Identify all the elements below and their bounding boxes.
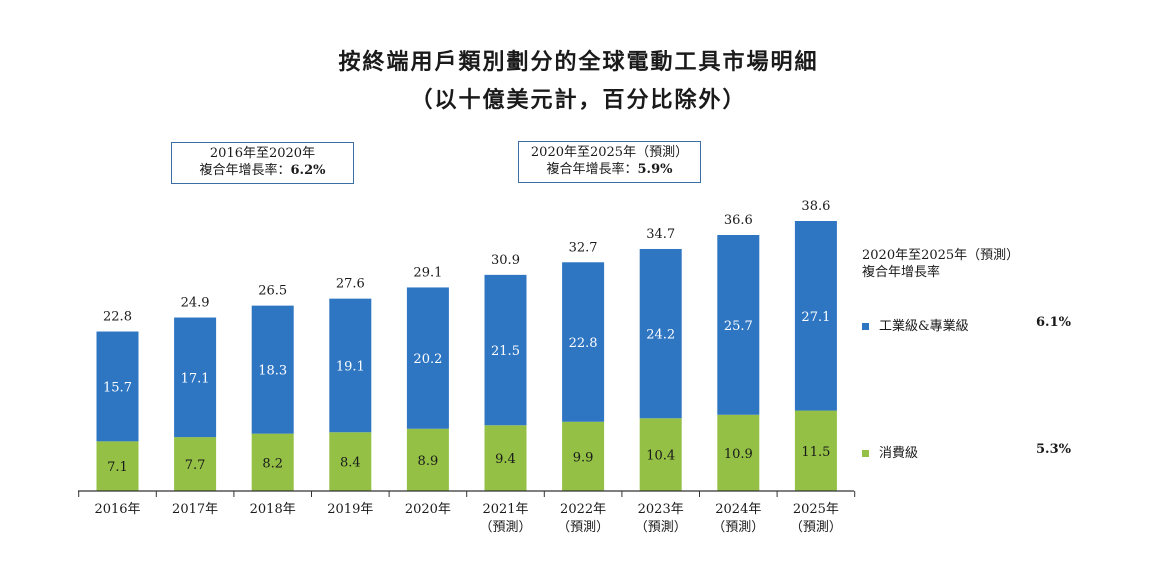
x-tick-label: 2022年 bbox=[560, 502, 606, 517]
x-tick-sublabel: （預測） bbox=[790, 520, 842, 535]
data-label-total: 22.8 bbox=[103, 310, 132, 325]
data-label-industrial: 21.5 bbox=[491, 344, 520, 359]
data-label-total: 26.5 bbox=[258, 284, 287, 299]
cagr-box-period: 2016年至2020年 bbox=[209, 146, 316, 161]
bar-industrial bbox=[484, 274, 527, 426]
x-tick-label: 2020年 bbox=[405, 502, 451, 517]
data-label-total: 34.7 bbox=[646, 227, 675, 242]
data-label-industrial: 17.1 bbox=[181, 371, 210, 386]
x-tick-sublabel: （預測） bbox=[557, 520, 609, 535]
data-label-industrial: 25.7 bbox=[724, 319, 753, 334]
cagr-box-2016-2020: 2016年至2020年 複合年增長率：6.2% bbox=[171, 142, 354, 184]
data-label-total: 27.6 bbox=[336, 277, 365, 292]
data-label-consumer: 7.1 bbox=[107, 460, 128, 475]
legend-title-period: 2020年至2025年（預測） bbox=[862, 248, 1020, 263]
data-label-consumer: 10.9 bbox=[724, 447, 753, 462]
data-label-total: 38.6 bbox=[801, 199, 830, 214]
bar-consumer bbox=[794, 410, 837, 491]
data-label-industrial: 27.1 bbox=[801, 310, 830, 325]
bar-consumer bbox=[406, 428, 449, 491]
cagr-box-label: 複合年增長率： bbox=[546, 162, 638, 177]
bar-industrial bbox=[639, 248, 682, 419]
x-tick-label: 2021年 bbox=[482, 502, 528, 517]
legend-item-industrial: 工業級&專業級 6.1% bbox=[862, 315, 1071, 334]
bar-industrial bbox=[794, 221, 837, 411]
bar-consumer bbox=[639, 418, 682, 491]
legend-item-consumer: 消費級 5.3% bbox=[862, 442, 1071, 461]
x-tick-label: 2024年 bbox=[715, 502, 761, 517]
x-tick-sublabel: （預測） bbox=[712, 520, 764, 535]
data-label-industrial: 22.8 bbox=[569, 336, 598, 351]
data-label-total: 29.1 bbox=[413, 265, 442, 280]
cagr-box-label: 複合年增長率： bbox=[199, 163, 291, 178]
data-label-consumer: 11.5 bbox=[801, 445, 830, 460]
x-tick-label: 2016年 bbox=[94, 502, 140, 517]
data-label-industrial: 15.7 bbox=[103, 380, 132, 395]
data-label-consumer: 8.2 bbox=[262, 456, 283, 471]
legend-swatch-consumer bbox=[862, 450, 869, 457]
data-label-industrial: 19.1 bbox=[336, 359, 365, 374]
data-label-total: 24.9 bbox=[181, 296, 210, 311]
legend-title-metric: 複合年增長率 bbox=[862, 265, 941, 280]
legend-label: 工業級&專業級 bbox=[879, 319, 969, 334]
bar-consumer bbox=[562, 421, 605, 491]
cagr-box-value: 6.2% bbox=[290, 163, 326, 178]
bar-industrial bbox=[406, 287, 449, 429]
x-tick-label: 2018年 bbox=[250, 502, 296, 517]
bar-industrial bbox=[329, 298, 372, 433]
bar-industrial bbox=[562, 262, 605, 422]
data-label-consumer: 8.4 bbox=[340, 456, 361, 471]
data-label-total: 32.7 bbox=[569, 240, 598, 255]
cagr-box-value: 5.9% bbox=[637, 162, 673, 177]
data-label-consumer: 10.4 bbox=[646, 449, 675, 464]
data-label-consumer: 7.7 bbox=[185, 458, 206, 473]
cagr-box-2020-2025: 2020年至2025年（預測） 複合年增長率：5.9% bbox=[518, 141, 701, 183]
bar-consumer bbox=[717, 414, 760, 491]
x-tick-label: 2019年 bbox=[327, 502, 373, 517]
bar-industrial bbox=[251, 305, 294, 434]
x-tick-label: 2023年 bbox=[638, 502, 684, 517]
chart-subtitle: （以十億美元計，百分比除外） bbox=[410, 88, 747, 113]
data-label-industrial: 18.3 bbox=[258, 364, 287, 379]
bar-consumer bbox=[251, 433, 294, 491]
bar-industrial bbox=[174, 317, 217, 438]
legend-title: 2020年至2025年（預測） 複合年增長率 bbox=[862, 247, 1019, 281]
data-label-total: 36.6 bbox=[724, 213, 753, 228]
chart-title: 按終端用戶類別劃分的全球電動工具市場明細 bbox=[338, 50, 819, 75]
legend-cagr: 5.3% bbox=[1036, 442, 1071, 457]
bar-industrial bbox=[96, 331, 139, 442]
data-label-consumer: 8.9 bbox=[418, 454, 439, 469]
bar-consumer bbox=[329, 432, 372, 491]
data-label-consumer: 9.4 bbox=[495, 452, 516, 467]
x-tick-label: 2017年 bbox=[172, 502, 218, 517]
legend-label: 消費級 bbox=[879, 446, 919, 461]
bar-consumer bbox=[484, 425, 527, 491]
bar-consumer bbox=[174, 437, 217, 491]
cagr-box-period: 2020年至2025年（預測） bbox=[530, 145, 689, 160]
x-tick-sublabel: （預測） bbox=[479, 520, 531, 535]
bar-consumer bbox=[96, 441, 139, 491]
data-label-total: 30.9 bbox=[491, 253, 520, 268]
legend-cagr: 6.1% bbox=[1036, 315, 1071, 330]
x-tick-label: 2025年 bbox=[793, 502, 839, 517]
data-label-consumer: 9.9 bbox=[573, 450, 594, 465]
x-tick-sublabel: （預測） bbox=[635, 520, 687, 535]
bar-industrial bbox=[717, 234, 760, 415]
data-label-industrial: 24.2 bbox=[646, 328, 675, 343]
legend-swatch-industrial bbox=[862, 323, 869, 330]
data-label-industrial: 20.2 bbox=[413, 352, 442, 367]
